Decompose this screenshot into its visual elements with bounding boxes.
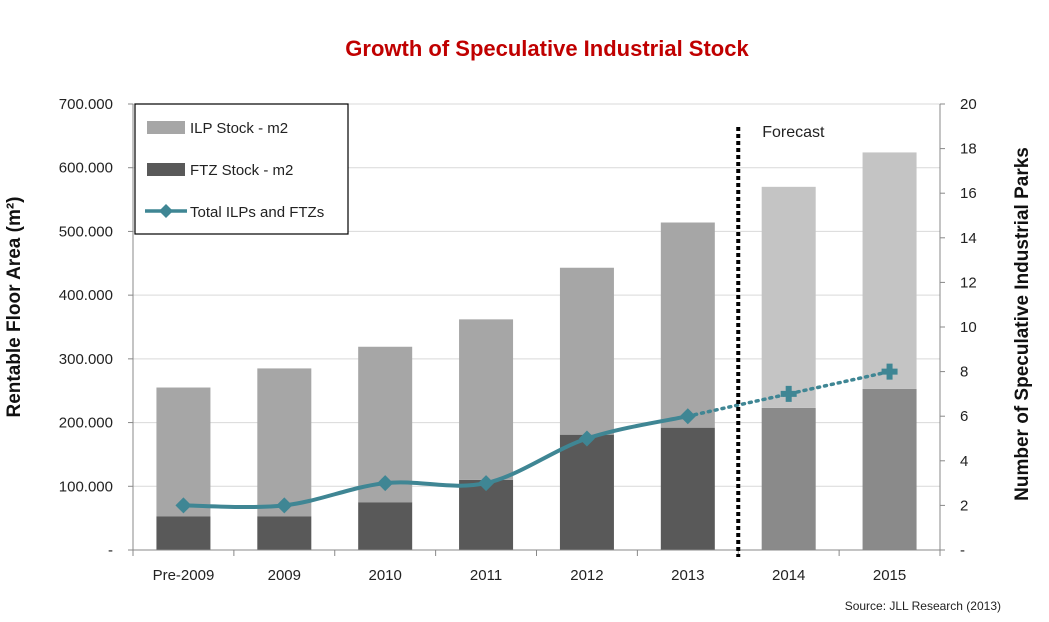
legend-swatch-ftz	[147, 163, 185, 176]
bar-ilp	[257, 368, 312, 517]
chart-title: Growth of Speculative Industrial Stock	[345, 36, 749, 61]
legend-marker-line	[159, 204, 173, 218]
y2-tick-label: 20	[960, 96, 977, 113]
bar-ilp	[459, 319, 514, 480]
y-tick-label: 200.000	[59, 415, 113, 432]
y2-tick-label: 8	[960, 364, 968, 381]
bar-ftz	[862, 388, 917, 550]
y2-axis-title: Number of Speculative Industrial Parks	[1012, 147, 1033, 501]
y2-tick-label: 2	[960, 497, 968, 514]
y-tick-label: -	[108, 542, 113, 559]
x-tick-label: 2011	[470, 567, 502, 584]
bar-ftz	[156, 516, 211, 550]
y-tick-label: 700.000	[59, 96, 113, 113]
line-point	[679, 408, 696, 425]
y2-tick-label: 12	[960, 274, 977, 291]
y-tick-label: 600.000	[59, 160, 113, 177]
bar-ilp	[761, 186, 816, 408]
legend-label-line: Total ILPs and FTZs	[190, 204, 324, 221]
line-point	[478, 475, 495, 492]
bar-ftz	[761, 407, 816, 550]
y-axis-title: Rentable Floor Area (m²)	[4, 197, 25, 418]
y2-tick-label: 4	[960, 453, 968, 470]
x-tick-label: 2010	[369, 567, 402, 584]
bar-ftz	[660, 427, 715, 550]
forecast-divider: Forecast	[736, 124, 825, 557]
axes	[128, 103, 945, 556]
x-tick-label: 2009	[268, 567, 301, 584]
y2-tick-label: 14	[960, 230, 977, 247]
category-labels: Pre-2009 2009 2010 2011 2012 2013 2014 2015	[153, 567, 907, 584]
line-point	[377, 475, 394, 492]
y2-tick-label: -	[960, 542, 965, 559]
forecast-label: Forecast	[762, 124, 825, 141]
x-tick-label: Pre-2009	[153, 567, 215, 584]
x-tick-label: 2013	[671, 567, 704, 584]
y2-tick-label: 10	[960, 319, 977, 336]
left-axis-ticks: - 100.000 200.000 300.000 400.000 500.000 600.…	[59, 96, 113, 559]
line-point	[276, 497, 293, 514]
legend: ILP Stock - m2 FTZ Stock - m2 Total ILPs…	[134, 103, 349, 235]
line-point-forecast	[780, 385, 797, 402]
y-tick-label: 500.000	[59, 223, 113, 240]
bar-ftz	[358, 502, 413, 550]
bar-ftz	[459, 479, 514, 550]
legend-swatch-ilp	[147, 121, 185, 134]
y-tick-label: 300.000	[59, 351, 113, 368]
x-tick-label: 2015	[873, 567, 906, 584]
x-tick-label: 2012	[570, 567, 603, 584]
bar-ftz	[257, 516, 312, 550]
legend-label-ftz: FTZ Stock - m2	[190, 162, 293, 179]
y2-tick-label: 6	[960, 408, 968, 425]
bar-ilp	[660, 222, 715, 428]
line-actual	[181, 414, 690, 510]
y2-tick-label: 18	[960, 141, 977, 158]
parks-line	[175, 363, 898, 514]
x-tick-label: 2014	[772, 567, 805, 584]
source-note: Source: JLL Research (2013)	[845, 599, 1001, 613]
legend-label-ilp: ILP Stock - m2	[190, 120, 288, 137]
bar-ilp	[862, 152, 917, 389]
bars	[156, 152, 917, 550]
line-point-forecast	[881, 363, 898, 380]
right-axis-ticks: - 2 4 6 8 10 12 14 16 18 20	[960, 96, 977, 559]
line-point	[175, 497, 192, 514]
bar-ilp	[559, 267, 614, 435]
bar-ftz	[559, 434, 614, 550]
line-point	[578, 430, 595, 447]
y2-tick-label: 16	[960, 185, 977, 202]
y-tick-label: 100.000	[59, 478, 113, 495]
y-tick-label: 400.000	[59, 287, 113, 304]
bar-ilp	[156, 387, 211, 517]
